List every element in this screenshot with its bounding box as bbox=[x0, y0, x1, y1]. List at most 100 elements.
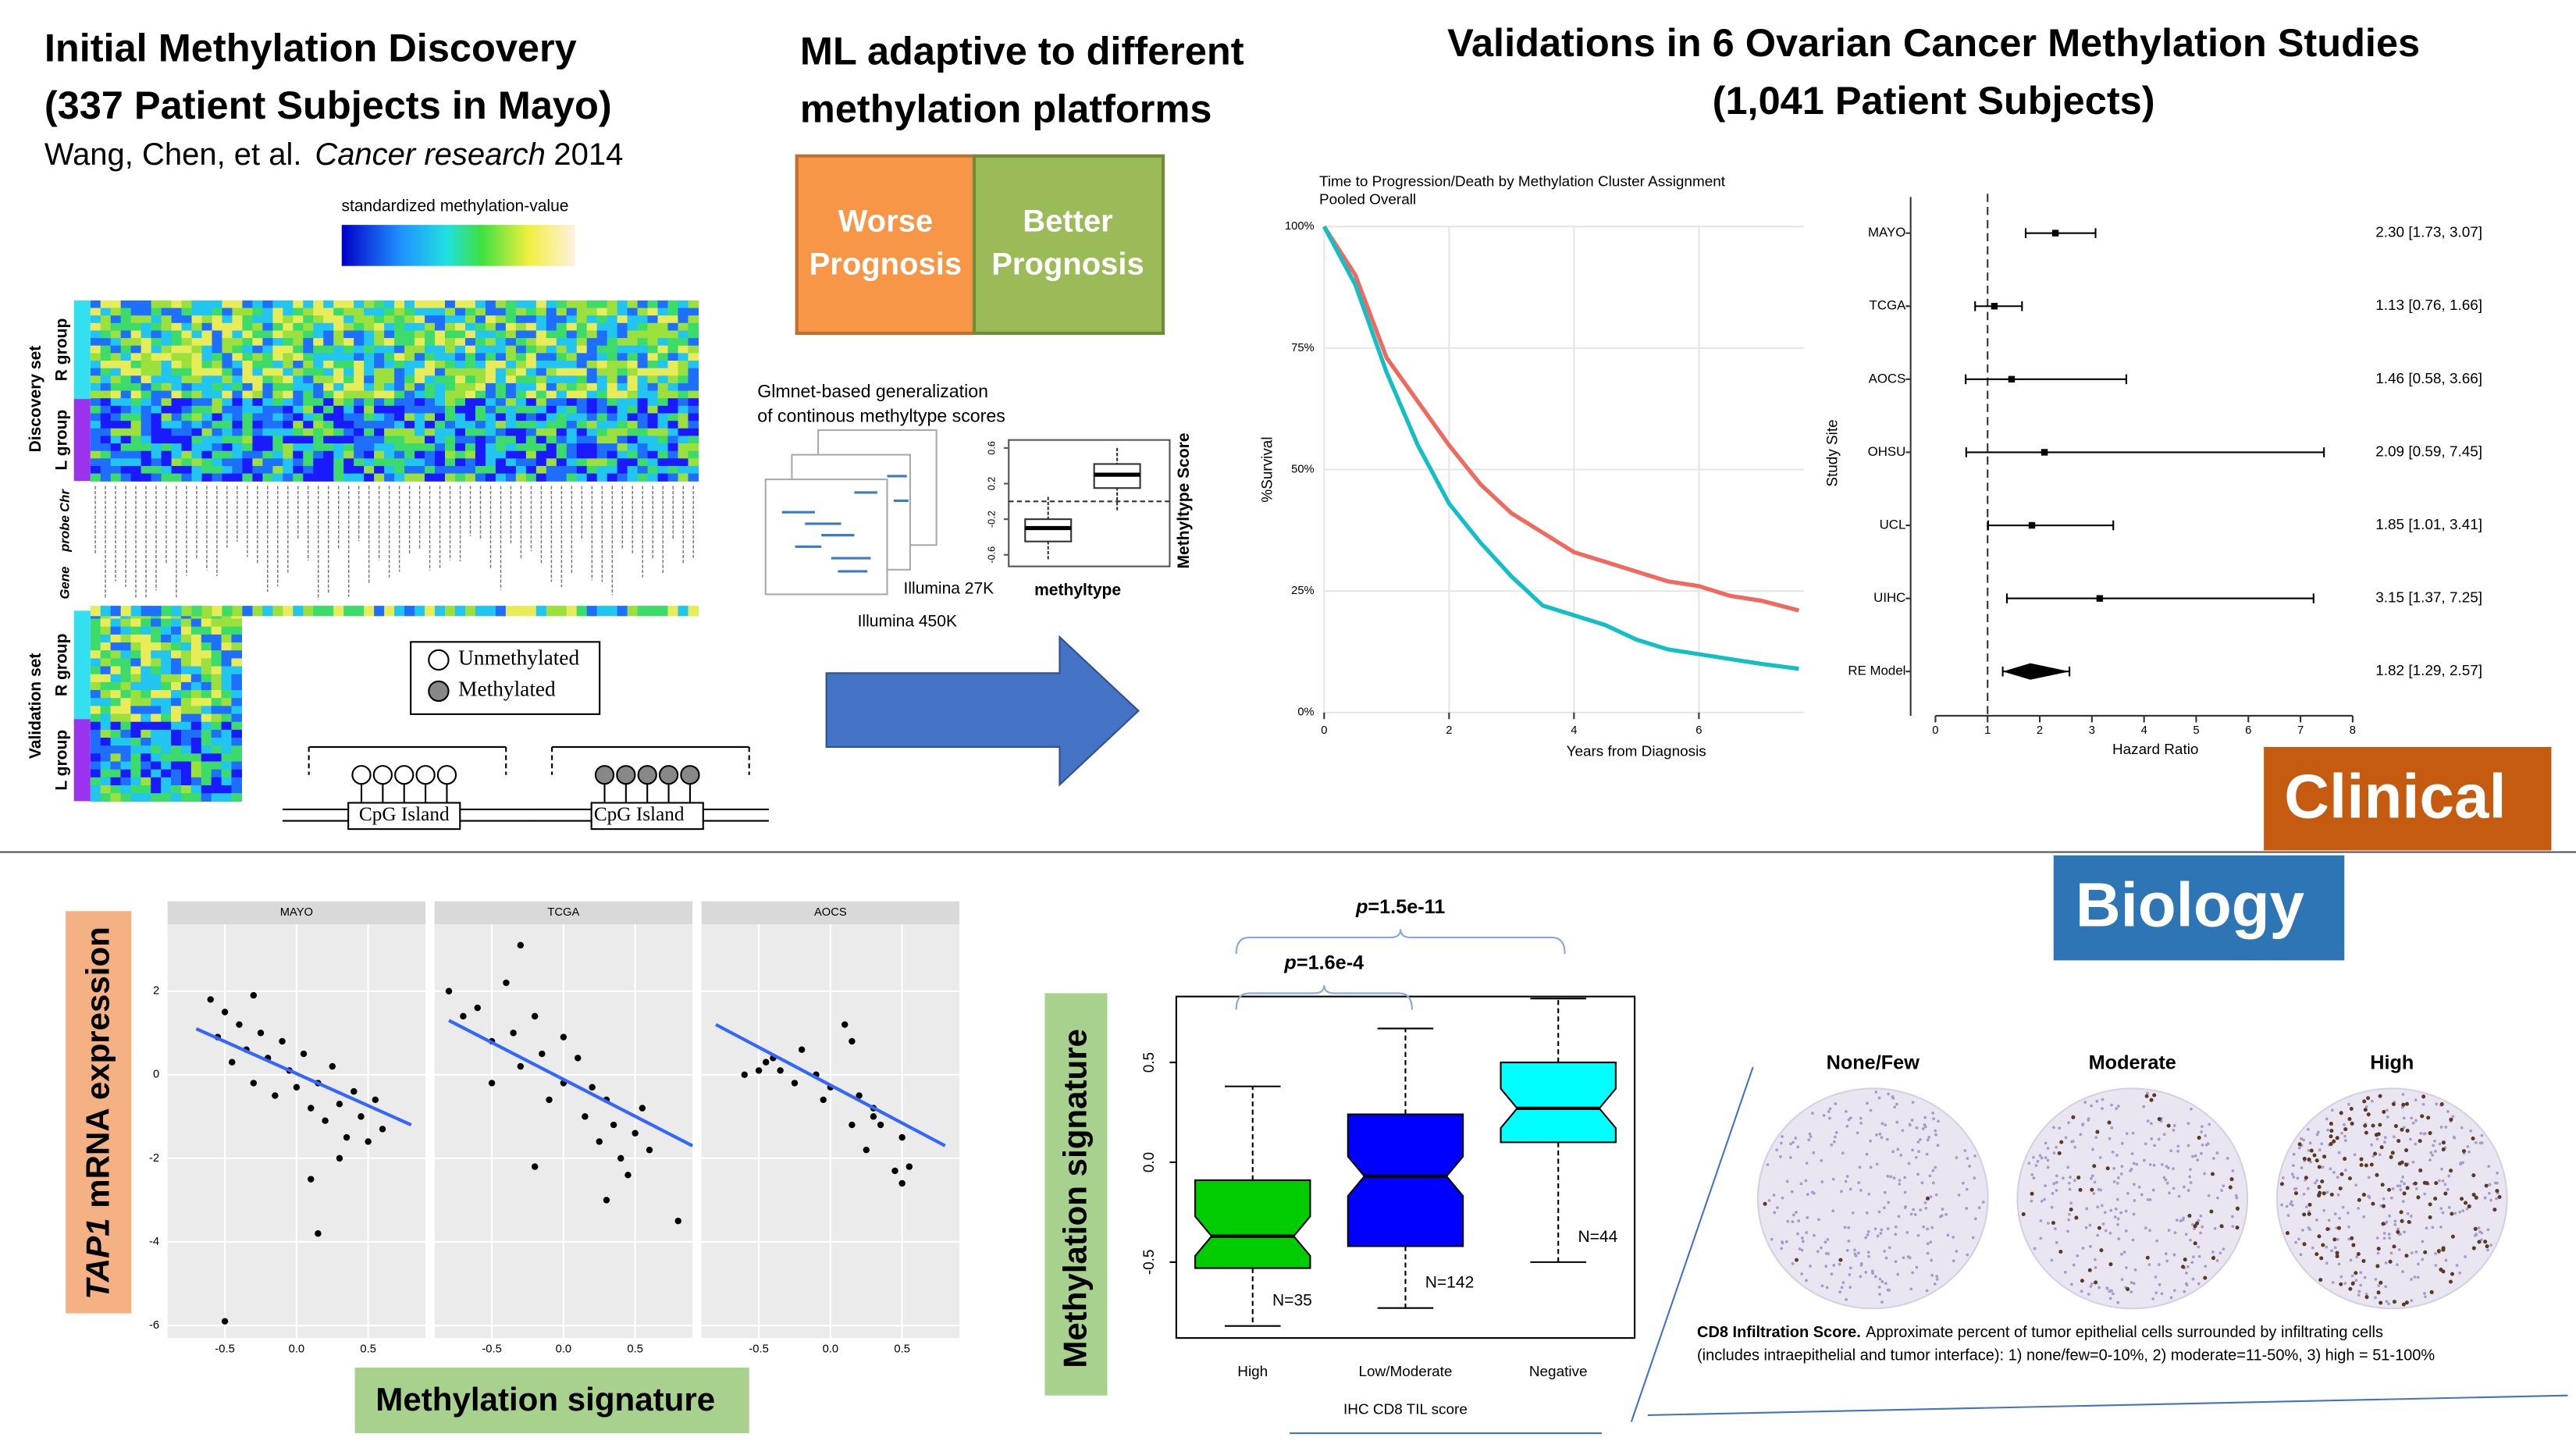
heat-cell bbox=[110, 777, 122, 786]
heat-cell bbox=[678, 428, 689, 437]
heat-cell bbox=[364, 606, 375, 617]
cell bbox=[2405, 1186, 2410, 1190]
heat-cell bbox=[110, 465, 122, 475]
heat-cell bbox=[90, 690, 101, 699]
heat-cell bbox=[151, 450, 162, 459]
heat-cell bbox=[262, 300, 273, 309]
heat-cell bbox=[161, 308, 173, 316]
heat-cell bbox=[180, 618, 192, 628]
heat-cell bbox=[556, 458, 568, 467]
heat-cell bbox=[627, 353, 639, 361]
heat-cell bbox=[211, 721, 222, 731]
heat-cell bbox=[667, 360, 679, 369]
cell bbox=[2197, 1245, 2201, 1249]
heat-cell bbox=[637, 375, 649, 384]
value-label: 1.82 [1.29, 2.57] bbox=[2375, 663, 2482, 679]
heat-cell bbox=[607, 450, 618, 459]
heat-cell bbox=[231, 650, 243, 660]
heat-cell bbox=[566, 450, 578, 459]
heat-cell bbox=[151, 681, 162, 691]
heat-cell bbox=[313, 322, 324, 332]
heat-cell bbox=[444, 413, 456, 422]
heat-cell bbox=[333, 315, 344, 324]
heat-cell bbox=[637, 368, 649, 376]
heat-cell bbox=[425, 405, 436, 414]
heat-cell bbox=[100, 436, 112, 444]
heat-cell bbox=[272, 436, 283, 444]
heat-cell bbox=[151, 405, 162, 414]
cell bbox=[2124, 1209, 2128, 1213]
x-tick-label: 4 bbox=[2141, 724, 2147, 737]
cell bbox=[2116, 1300, 2120, 1304]
heat-cell bbox=[586, 398, 598, 407]
heat-cell bbox=[607, 606, 618, 617]
cell bbox=[1838, 1262, 1841, 1266]
point bbox=[336, 1101, 343, 1108]
heat-cell bbox=[293, 338, 304, 347]
heat-cell bbox=[678, 458, 689, 467]
heat-cell bbox=[627, 606, 639, 617]
heat-cell bbox=[617, 308, 628, 316]
cell bbox=[2087, 1268, 2092, 1272]
heat-cell bbox=[415, 450, 425, 459]
heat-cell bbox=[120, 338, 132, 347]
heat-cell bbox=[303, 375, 314, 384]
heat-cell bbox=[404, 390, 415, 399]
heat-cell bbox=[444, 405, 456, 414]
heat-cell bbox=[171, 436, 183, 444]
heat-cell bbox=[647, 345, 659, 354]
cell bbox=[2389, 1251, 2393, 1255]
x-axis-label: IHC CD8 TIL score bbox=[1343, 1402, 1468, 1418]
cell bbox=[2216, 1196, 2219, 1200]
heat-cell bbox=[425, 473, 436, 482]
heat-cell bbox=[566, 421, 578, 429]
heat-cell bbox=[293, 443, 304, 452]
box bbox=[1347, 1113, 1464, 1247]
heat-cell bbox=[221, 745, 233, 754]
cell bbox=[2357, 1293, 2361, 1297]
heat-cell bbox=[586, 428, 598, 437]
x-tick-label: -0.5 bbox=[749, 1343, 768, 1356]
heat-cell bbox=[444, 345, 456, 354]
cell bbox=[2222, 1247, 2226, 1251]
heat-cell bbox=[596, 450, 608, 459]
cell bbox=[1888, 1246, 1891, 1249]
heat-cell bbox=[576, 450, 588, 459]
heat-cell bbox=[211, 761, 222, 770]
heat-cell bbox=[546, 606, 557, 617]
heat-cell bbox=[394, 308, 405, 316]
x-tick-label: 0.0 bbox=[556, 1343, 571, 1356]
heat-cell bbox=[657, 606, 669, 617]
heat-cell bbox=[425, 353, 436, 361]
heat-cell bbox=[201, 300, 213, 309]
heat-cell bbox=[272, 398, 283, 407]
heat-cell bbox=[232, 465, 244, 475]
cell bbox=[1973, 1176, 1976, 1179]
heat-cell bbox=[190, 706, 202, 715]
cell bbox=[1780, 1247, 1784, 1251]
heat-cell bbox=[647, 473, 659, 482]
heat-cell bbox=[596, 443, 608, 452]
heat-cell bbox=[688, 322, 699, 332]
heat-cell bbox=[586, 382, 598, 392]
point bbox=[207, 996, 214, 1003]
heat-cell bbox=[242, 413, 254, 422]
cell bbox=[2036, 1159, 2040, 1163]
cell bbox=[2215, 1259, 2219, 1262]
heat-cell bbox=[161, 473, 173, 482]
heat-cell bbox=[525, 300, 537, 309]
cell bbox=[2132, 1162, 2136, 1165]
heat-cell bbox=[313, 428, 324, 437]
heat-cell bbox=[627, 322, 639, 332]
cell bbox=[2151, 1297, 2155, 1300]
heat-cell bbox=[556, 315, 568, 324]
cell bbox=[2325, 1190, 2329, 1194]
heat-cell bbox=[90, 642, 101, 651]
cell bbox=[2215, 1151, 2219, 1154]
heat-cell bbox=[667, 413, 679, 422]
cell bbox=[1809, 1135, 1813, 1138]
cell bbox=[2347, 1102, 2350, 1106]
heat-cell bbox=[120, 690, 132, 699]
heat-cell bbox=[171, 360, 183, 369]
cell bbox=[2436, 1249, 2441, 1254]
